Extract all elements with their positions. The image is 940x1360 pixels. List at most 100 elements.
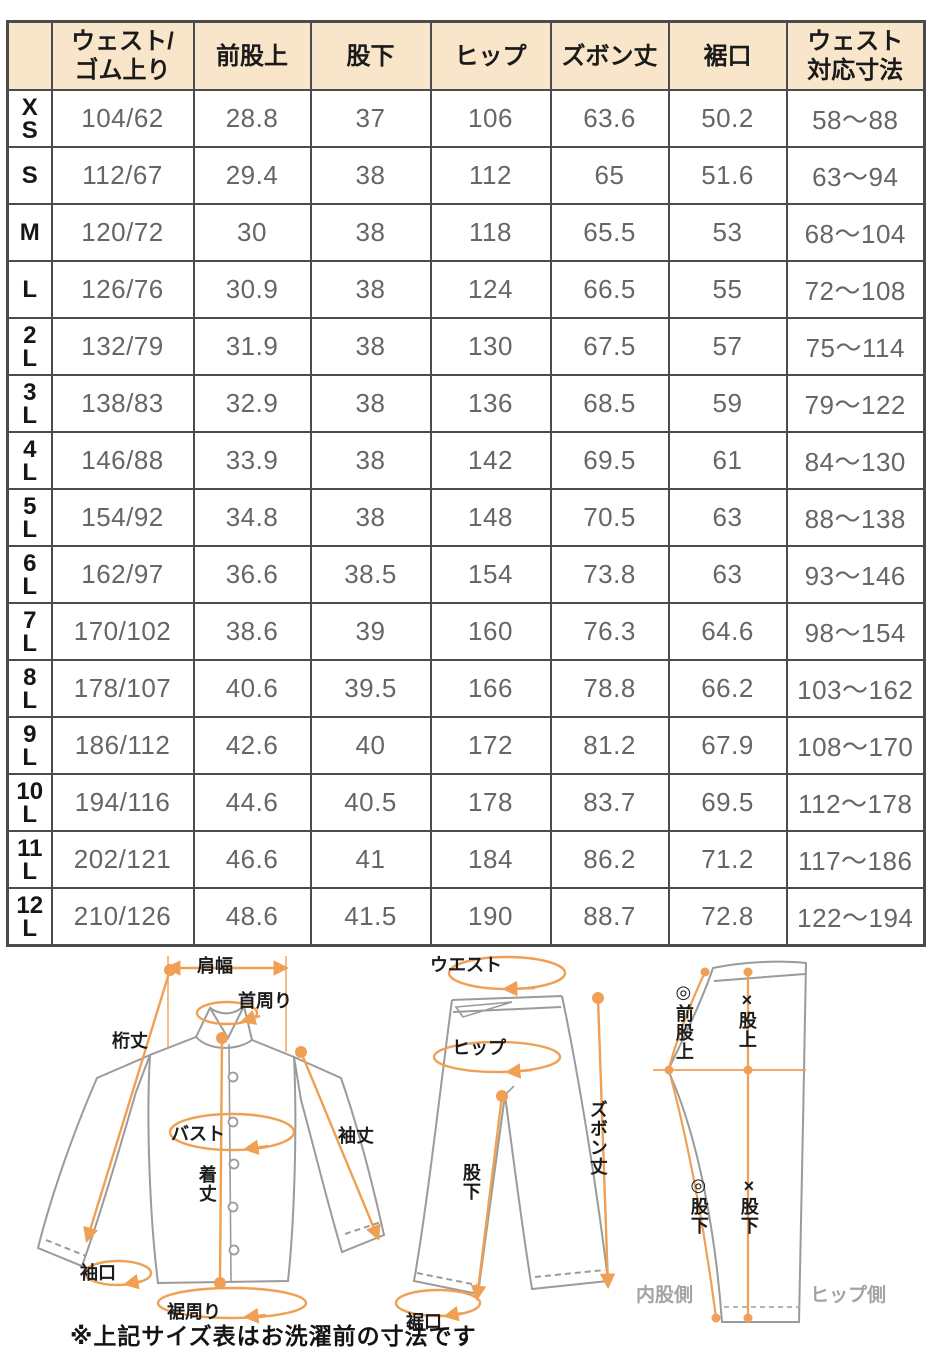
measurement-cell: 86.2 [549,830,670,889]
measurement-cell: 83.7 [549,773,670,832]
measurement-cell: 88.7 [549,887,670,947]
size-label: 10 L [6,773,53,832]
measurement-cell: 112〜178 [785,773,926,832]
table-row: S 112/67 29.4 38 112 65 51.6 63〜94 [6,146,926,205]
measurement-cell: 172 [429,716,552,775]
measurement-cell: 33.9 [192,431,312,490]
measurement-cell: 93〜146 [785,545,926,604]
measurement-cell: 79〜122 [785,374,926,433]
measurement-cell: 170/102 [50,602,195,661]
measurement-cell: 31.9 [192,317,312,376]
measurement-cell: 71.2 [667,830,788,889]
size-label: 9 L [6,716,53,775]
measurement-cell: 68.5 [549,374,670,433]
table-row: 5 L 154/92 34.8 38 148 70.5 63 88〜138 [6,488,926,547]
measurement-cell: 210/126 [50,887,195,947]
measurement-cell: 65 [549,146,670,205]
measurement-cell: 88〜138 [785,488,926,547]
measurement-cell: 67.9 [667,716,788,775]
measurement-cell: 38 [309,260,432,319]
size-label: 5 L [6,488,53,547]
table-row: 6 L 162/97 36.6 38.5 154 73.8 63 93〜146 [6,545,926,604]
measurement-cell: 57 [667,317,788,376]
measurement-cell: 38 [309,203,432,262]
measurement-cell: 202/121 [50,830,195,889]
label-hip: ヒップ [452,1038,506,1058]
table-row: 9 L 186/112 42.6 40 172 81.2 67.9 108〜170 [6,716,926,775]
size-label: 8 L [6,659,53,718]
measurement-cell: 66.2 [667,659,788,718]
measurement-cell: 112/67 [50,146,195,205]
measurement-cell: 73.8 [549,545,670,604]
measurement-cell: 38 [309,317,432,376]
label-inseam-marked: ◎股下 [688,1175,709,1235]
measurement-cell: 124 [429,260,552,319]
measurement-cell: 154/92 [50,488,195,547]
measurement-cell: 117〜186 [785,830,926,889]
size-label: 2 L [6,317,53,376]
label-inseam: 股下 [460,1163,481,1201]
measurement-cell: 103〜162 [785,659,926,718]
measurement-cell: 132/79 [50,317,195,376]
pants-front-measure-arrows [394,955,616,1322]
measurement-cell: 41 [309,830,432,889]
measurement-cell: 44.6 [192,773,312,832]
pants-front-diagram [412,995,610,1296]
size-label: X S [6,89,53,148]
measurement-cell: 30 [192,203,312,262]
label-shoulder-width: 肩幅 [197,956,233,976]
measurement-cell: 38 [309,488,432,547]
column-header: 前股上 [192,20,312,91]
label-hem-opening: 裾口 [406,1312,442,1332]
column-header: ヒップ [429,20,552,91]
measurement-cell: 138/83 [50,374,195,433]
measurement-cell: 72.8 [667,887,788,947]
size-label: S [6,146,53,205]
measurement-cell: 38.6 [192,602,312,661]
measurement-cell: 69.5 [667,773,788,832]
label-sleeve-from-center: 桁丈 [112,1031,148,1051]
measurement-cell: 178/107 [50,659,195,718]
measurement-cell: 38.5 [309,545,432,604]
measurement-cell: 29.4 [192,146,312,205]
measurement-cell: 63.6 [549,89,670,148]
measurement-cell: 136 [429,374,552,433]
table-row: 12 L 210/126 48.6 41.5 190 88.7 72.8 122〜194 [6,887,926,947]
measurement-cell: 118 [429,203,552,262]
measurement-cell: 48.6 [192,887,312,947]
measurement-cell: 84〜130 [785,431,926,490]
measurement-cell: 160 [429,602,552,661]
measurement-cell: 69.5 [549,431,670,490]
measurement-cell: 178 [429,773,552,832]
table-row: 10 L 194/116 44.6 40.5 178 83.7 69.5 112〜178 [6,773,926,832]
measurement-cell: 106 [429,89,552,148]
pre-wash-note: ※上記サイズ表はお洗濯前の寸法です [70,1323,477,1349]
table-row: 3 L 138/83 32.9 38 136 68.5 59 79〜122 [6,374,926,433]
table-row: X S 104/62 28.8 37 106 63.6 50.2 58〜88 [6,89,926,148]
size-label: 3 L [6,374,53,433]
column-header: ウェスト 対応寸法 [785,20,926,91]
label-inner-leg-side: 内股側 [636,1285,694,1306]
measurement-cell: 122〜194 [785,887,926,947]
measurement-cell: 98〜154 [785,602,926,661]
measurement-cell: 42.6 [192,716,312,775]
measurement-cell: 58〜88 [785,89,926,148]
label-sleeve-length: 袖丈 [338,1126,374,1146]
measurement-cell: 108〜170 [785,716,926,775]
measurement-cell: 30.9 [192,260,312,319]
size-label: 12 L [6,887,53,947]
measurement-cell: 194/116 [50,773,195,832]
measurement-cell: 166 [429,659,552,718]
measurement-cell: 126/76 [50,260,195,319]
measurement-cell: 28.8 [192,89,312,148]
label-front-rise: ◎前股上 [673,982,694,1061]
shirt-measure-arrows [83,956,381,1324]
measurement-cell: 186/112 [50,716,195,775]
measurement-cell: 75〜114 [785,317,926,376]
size-table-body: X S 104/62 28.8 37 106 63.6 50.2 58〜88 S 112/67 29… [6,89,926,947]
measurement-cell: 61 [667,431,788,490]
column-header [6,20,53,91]
measurement-cell: 63〜94 [785,146,926,205]
size-label: 11 L [6,830,53,889]
label-neck-girth: 首周り [238,991,292,1011]
